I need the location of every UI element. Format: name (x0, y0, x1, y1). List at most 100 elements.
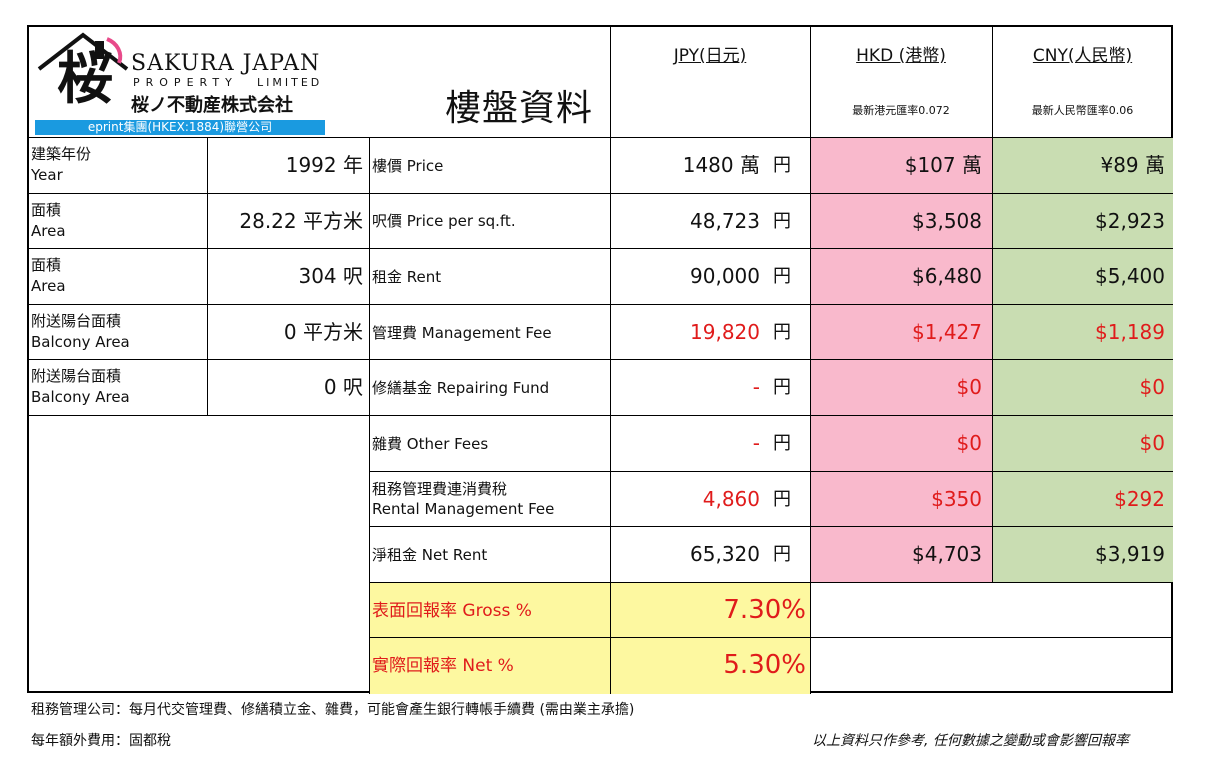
fee-row-border (369, 526, 1173, 528)
return-label: 表面回報率 Gross % (369, 582, 610, 639)
hkd-value: $6,480 (810, 249, 992, 305)
fee-label: 修繕基金 Repairing Fund (369, 360, 610, 416)
fee-label-line1: 租金 Rent (372, 267, 442, 286)
left-row-border (29, 359, 369, 361)
property-label-en: Balcony Area (31, 332, 130, 351)
property-label: 附送陽台面積 Balcony Area (29, 360, 207, 416)
fee-label-line1: 呎價 Price per sq.ft. (372, 212, 516, 231)
fee-label-line1: 租務管理費連消費稅 (372, 480, 508, 499)
fee-row-border (369, 470, 1173, 472)
fee-label: 淨租金 Net Rent (369, 527, 610, 583)
yen-unit: 円 (773, 488, 791, 510)
fee-label: 呎價 Price per sq.ft. (369, 194, 610, 250)
property-label-zh: 附送陽台面積 (31, 367, 122, 386)
fee-label: 管理費 Management Fee (369, 305, 610, 361)
fee-label: 租金 Rent (369, 249, 610, 305)
yen-unit: 円 (773, 377, 791, 399)
property-sheet: 桜 SAKURA JAPAN PROPERTY LIMITED 桜ノ不動産株式会… (27, 25, 1173, 694)
jpy-value: 1480 萬 (682, 153, 760, 177)
cny-value: $3,919 (992, 527, 1173, 583)
property-value: 28.22 平方米 (239, 208, 363, 233)
header-hkd: HKD (港幣) (856, 46, 946, 66)
yen-unit: 円 (773, 155, 791, 176)
property-label-zh: 面積 (31, 200, 62, 219)
house-roof-icon (37, 32, 129, 71)
fee-row-border (369, 581, 1173, 583)
fee-label-text: 雜費 Other Fees (372, 434, 488, 454)
header-jpy: JPY(日元) (673, 46, 747, 66)
property-value: 0 呎 (323, 375, 363, 400)
col-border-2 (369, 138, 370, 694)
footer-note-1: 租務管理公司：每月代交管理費、修繕積立金、雜費，可能會產生銀行轉帳手續費 (需由… (31, 702, 635, 718)
fee-label: 樓價 Price (369, 138, 610, 194)
fee-label-line1: 修繕基金 Repairing Fund (372, 379, 550, 398)
page-title: 樓盤資料 (445, 88, 594, 129)
fee-label: 租務管理費連消費稅 Rental Management Fee (369, 472, 610, 528)
hkd-value: $0 (810, 360, 992, 416)
logo-sub-limited: LIMITED (257, 76, 323, 89)
property-label-en: Year (31, 166, 63, 184)
yen-unit: 円 (773, 266, 791, 288)
jpy-value: 65,320 (690, 542, 760, 567)
logo-kanji: 桜 (57, 46, 113, 112)
fee-label-line1: 樓價 Price (372, 156, 444, 175)
cny-value: $5,400 (992, 249, 1173, 305)
fee-row-border (369, 303, 1173, 305)
left-row-border (29, 303, 369, 305)
left-row-border (29, 248, 369, 250)
hkd-value: $3,508 (810, 193, 992, 250)
col-border-4 (810, 27, 811, 694)
fee-row-border (369, 248, 1173, 250)
property-label: 面積 Area (29, 249, 207, 305)
footer-note-2: 每年額外費用：固都稅 (31, 733, 171, 749)
col-border-1 (207, 138, 208, 416)
return-value: 7.30% (610, 582, 810, 639)
left-row-border (29, 415, 369, 416)
footer-disclaimer: 以上資料只作參考, 任何數據之變動或會影響回報率 (812, 733, 1129, 749)
fee-label-line1: 淨租金 Net Rent (372, 545, 488, 564)
yen-unit: 円 (773, 210, 791, 232)
fee-label-line1: 管理費 Management Fee (372, 323, 552, 342)
property-label-zh: 附送陽台面積 (31, 311, 122, 330)
fee-label: 雜費 Other Fees (369, 416, 610, 472)
logo: 桜 SAKURA JAPAN PROPERTY LIMITED 桜ノ不動産株式会… (33, 29, 333, 135)
fee-label-text: 修繕基金 Repairing Fund (372, 378, 549, 398)
fee-label-text: 呎價 Price per sq.ft. (372, 211, 516, 231)
header-cny: CNY(人民幣) (1032, 46, 1133, 66)
logo-sub-property: PROPERTY (133, 76, 238, 89)
col-border-3 (610, 27, 611, 694)
jpy-value: 4,860 (702, 486, 760, 511)
fee-row-border (369, 359, 1173, 361)
fee-label-text: 租務管理費連消費稅 Rental Management Fee (372, 479, 554, 519)
cny-value: $0 (992, 360, 1173, 416)
return-value: 5.30% (610, 638, 810, 694)
fee-label-text: 租金 Rent (372, 267, 441, 287)
jpy-value: - (752, 431, 760, 455)
fee-row-border (369, 415, 1173, 416)
hkd-value: $1,427 (810, 304, 992, 361)
hkd-value: $107 萬 (810, 138, 992, 194)
cny-value: $2,923 (992, 193, 1173, 250)
hkd-rate: 最新港元匯率0.072 (852, 104, 950, 117)
property-label: 建築年份 Year (29, 138, 207, 194)
fee-label-text: 淨租金 Net Rent (372, 545, 487, 565)
jpy-value: 48,723 (690, 208, 760, 233)
jpy-value: - (752, 375, 760, 400)
jpy-value: 90,000 (690, 264, 760, 289)
cny-value: $1,189 (992, 304, 1173, 361)
property-label: 附送陽台面積 Balcony Area (29, 305, 207, 361)
logo-jp-name: 桜ノ不動産株式会社 (131, 95, 293, 116)
property-label-en: Area (31, 221, 66, 240)
hkd-value: $0 (810, 416, 992, 472)
fee-row-border (369, 192, 1173, 194)
property-value: 0 平方米 (283, 319, 363, 344)
jpy-value: 19,820 (690, 319, 760, 344)
fee-label-line1: 雜費 Other Fees (372, 434, 489, 453)
property-value: 1992 年 (285, 153, 363, 177)
cny-value: ¥89 萬 (992, 138, 1173, 194)
cny-value: $0 (992, 416, 1173, 472)
yen-unit: 円 (773, 321, 791, 343)
yen-unit: 円 (773, 433, 791, 454)
col-border-5 (992, 27, 993, 583)
property-label-zh: 建築年份 (31, 145, 92, 163)
